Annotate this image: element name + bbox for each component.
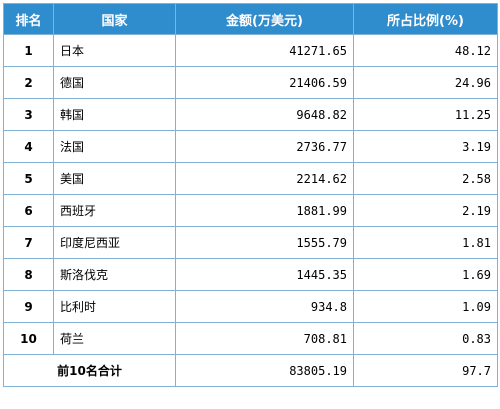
country-cell: 法国 (53, 130, 176, 163)
share-cell: 24.96 (353, 66, 498, 99)
amount-cell: 9648.82 (175, 98, 354, 131)
total-label: 前10名合计 (3, 354, 176, 387)
table-row: 10 荷兰 708.81 0.83 (3, 322, 498, 355)
amount-cell: 1881.99 (175, 194, 354, 227)
country-cell: 西班牙 (53, 194, 176, 227)
share-cell: 2.58 (353, 162, 498, 195)
country-cell: 韩国 (53, 98, 176, 131)
table-row: 3 韩国 9648.82 11.25 (3, 98, 498, 131)
ranking-table-container: 排名 国家 金额(万美元) 所占比例(%) 1 日本 41271.65 48.1… (3, 3, 498, 406)
rank-cell: 10 (3, 322, 54, 355)
table-row: 2 德国 21406.59 24.96 (3, 66, 498, 99)
amount-cell: 2736.77 (175, 130, 354, 163)
table-body: 1 日本 41271.65 48.12 2 德国 21406.59 24.96 … (3, 34, 498, 355)
header-share: 所占比例(%) (353, 3, 498, 35)
table-row: 1 日本 41271.65 48.12 (3, 34, 498, 67)
country-cell: 荷兰 (53, 322, 176, 355)
amount-cell: 41271.65 (175, 34, 354, 67)
rank-cell: 5 (3, 162, 54, 195)
amount-cell: 2214.62 (175, 162, 354, 195)
amount-cell: 708.81 (175, 322, 354, 355)
rank-cell: 8 (3, 258, 54, 291)
table-row: 5 美国 2214.62 2.58 (3, 162, 498, 195)
country-cell: 日本 (53, 34, 176, 67)
rank-cell: 1 (3, 34, 54, 67)
total-amount: 83805.19 (175, 354, 354, 387)
share-cell: 3.19 (353, 130, 498, 163)
share-cell: 1.81 (353, 226, 498, 259)
country-cell: 斯洛伐克 (53, 258, 176, 291)
rank-cell: 7 (3, 226, 54, 259)
amount-cell: 934.8 (175, 290, 354, 323)
share-cell: 0.83 (353, 322, 498, 355)
country-cell: 比利时 (53, 290, 176, 323)
header-amount: 金额(万美元) (175, 3, 354, 35)
rank-cell: 2 (3, 66, 54, 99)
table-row: 8 斯洛伐克 1445.35 1.69 (3, 258, 498, 291)
rank-cell: 6 (3, 194, 54, 227)
share-cell: 11.25 (353, 98, 498, 131)
ranking-table: 排名 国家 金额(万美元) 所占比例(%) 1 日本 41271.65 48.1… (3, 3, 498, 387)
total-row: 前10名合计 83805.19 97.7 (3, 354, 498, 387)
table-header: 排名 国家 金额(万美元) 所占比例(%) (3, 3, 498, 35)
header-rank: 排名 (3, 3, 54, 35)
rank-cell: 3 (3, 98, 54, 131)
amount-cell: 21406.59 (175, 66, 354, 99)
rank-cell: 4 (3, 130, 54, 163)
total-share: 97.7 (353, 354, 498, 387)
share-cell: 1.69 (353, 258, 498, 291)
header-row: 排名 国家 金额(万美元) 所占比例(%) (3, 3, 498, 35)
table-footer: 前10名合计 83805.19 97.7 (3, 354, 498, 387)
country-cell: 印度尼西亚 (53, 226, 176, 259)
amount-cell: 1555.79 (175, 226, 354, 259)
share-cell: 2.19 (353, 194, 498, 227)
country-cell: 美国 (53, 162, 176, 195)
amount-cell: 1445.35 (175, 258, 354, 291)
table-row: 7 印度尼西亚 1555.79 1.81 (3, 226, 498, 259)
share-cell: 48.12 (353, 34, 498, 67)
country-cell: 德国 (53, 66, 176, 99)
header-country: 国家 (53, 3, 176, 35)
table-row: 9 比利时 934.8 1.09 (3, 290, 498, 323)
table-row: 6 西班牙 1881.99 2.19 (3, 194, 498, 227)
table-row: 4 法国 2736.77 3.19 (3, 130, 498, 163)
share-cell: 1.09 (353, 290, 498, 323)
rank-cell: 9 (3, 290, 54, 323)
